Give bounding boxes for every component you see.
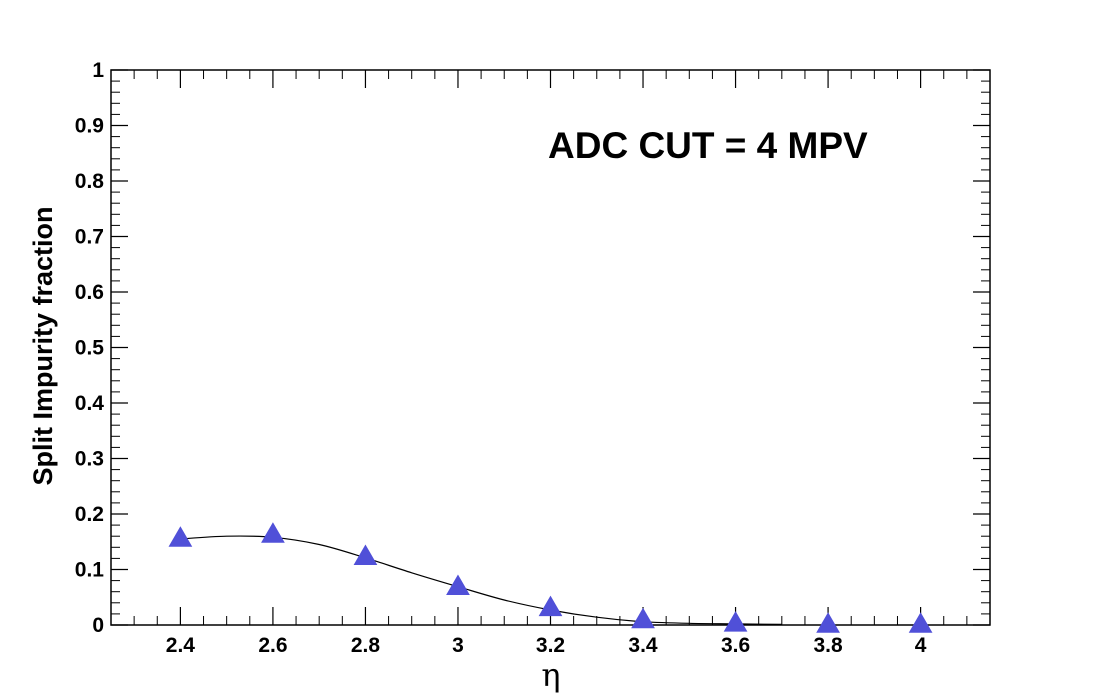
y-tick-label: 0.4	[75, 392, 105, 415]
y-tick-label: 0.6	[75, 281, 104, 304]
y-tick-label: 0.3	[75, 448, 104, 471]
x-tick-label: 4	[915, 634, 927, 657]
data-point	[908, 612, 933, 633]
y-tick-label: 0.1	[75, 559, 105, 582]
data-point	[168, 526, 193, 547]
y-tick-label: 0	[92, 614, 104, 637]
y-tick-label: 0.9	[75, 115, 104, 138]
data-points-layer	[168, 522, 933, 633]
y-tick-label: 1	[92, 59, 104, 82]
annotation-label: ADC CUT = 4 MPV	[548, 125, 868, 166]
y-tick-label: 0.5	[75, 337, 105, 360]
x-tick-label: 2.4	[166, 634, 196, 657]
tick-labels: 0 0.1 0.2 0.3 0.4 0.5 0.6 0.7 0.8 0.9 1 2.4 2.6 2.8 3 3…	[75, 59, 927, 657]
data-point	[538, 595, 563, 617]
x-tick-label: 2.8	[351, 634, 381, 657]
data-point	[723, 611, 748, 632]
data-point	[816, 612, 840, 633]
data-point	[446, 574, 470, 595]
fit-curve-layer	[180, 535, 782, 625]
y-axis-title: Split Impurity fraction	[28, 206, 58, 485]
x-tick-label: 2.6	[258, 634, 287, 657]
x-tick-label: 3.6	[721, 634, 750, 657]
data-point	[353, 544, 378, 566]
x-tick-label: 3.2	[536, 634, 565, 657]
y-tick-label: 0.7	[75, 226, 104, 249]
y-tick-label: 0.8	[75, 170, 105, 193]
x-axis-title: η	[541, 656, 560, 694]
data-point	[261, 522, 285, 543]
x-tick-label: 3.8	[813, 634, 843, 657]
fit-curve	[180, 535, 782, 625]
data-point	[631, 607, 655, 629]
y-tick-label: 0.2	[75, 503, 104, 526]
x-tick-label: 3	[452, 634, 464, 657]
x-tick-label: 3.4	[628, 634, 658, 657]
